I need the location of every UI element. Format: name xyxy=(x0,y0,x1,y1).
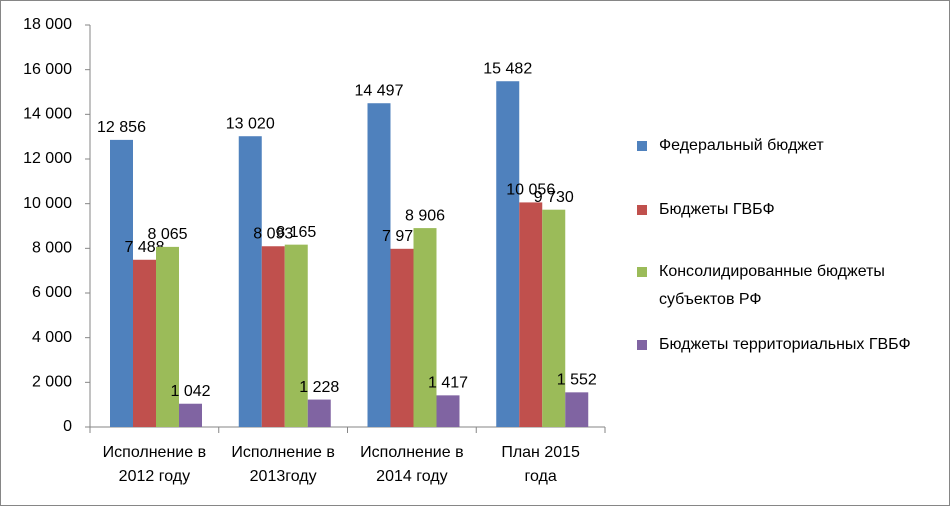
x-tick-label: План 2015 года xyxy=(501,444,580,485)
data-label: 7 979 xyxy=(382,228,422,245)
data-label: 1 552 xyxy=(557,372,597,389)
x-tick-label: Исполнение в 2013году xyxy=(231,444,335,485)
bar xyxy=(519,202,543,427)
bar xyxy=(565,392,589,427)
legend-item: Бюджеты территориальных ГВБФ xyxy=(637,331,944,359)
bar xyxy=(307,399,331,427)
bar xyxy=(238,136,262,427)
y-tick-label: 16 000 xyxy=(23,61,72,78)
y-tick-label: 12 000 xyxy=(23,150,72,167)
data-label: 8 093 xyxy=(253,225,293,242)
x-tick-label: Исполнение в 2014 году xyxy=(360,444,464,485)
bar xyxy=(284,244,308,427)
legend-swatch xyxy=(637,340,647,350)
data-label: 13 020 xyxy=(226,115,275,132)
y-tick-label: 6 000 xyxy=(32,284,72,301)
legend-label: Бюджеты территориальных ГВБФ xyxy=(659,336,911,353)
data-label: 1 417 xyxy=(428,375,468,392)
legend-swatch xyxy=(637,205,647,215)
data-label: 14 497 xyxy=(355,82,404,99)
data-label: 8 906 xyxy=(405,207,445,224)
data-label: 12 856 xyxy=(97,119,146,136)
bar xyxy=(542,209,566,427)
bar xyxy=(179,403,202,427)
y-tick-label: 10 000 xyxy=(23,195,72,212)
data-label: 8 165 xyxy=(276,224,316,241)
bar xyxy=(156,246,179,427)
legend-label: Консолидированные бюджеты субъектов РФ xyxy=(659,263,885,308)
bar xyxy=(390,248,414,427)
legend-item: Консолидированные бюджеты субъектов РФ xyxy=(637,258,944,314)
bar xyxy=(413,228,437,427)
data-label: 7 488 xyxy=(124,239,164,256)
data-label: 1 042 xyxy=(170,383,210,400)
y-tick-label: 0 xyxy=(63,418,72,435)
data-label: 10 056 xyxy=(506,182,555,199)
y-tick-label: 8 000 xyxy=(32,240,72,257)
y-tick-label: 14 000 xyxy=(23,106,72,123)
bar xyxy=(496,81,520,427)
y-tick-label: 18 000 xyxy=(23,16,72,33)
legend-item: Бюджеты ГВБФ xyxy=(637,196,944,224)
bar xyxy=(133,259,156,427)
data-label: 15 482 xyxy=(483,60,532,77)
legend-swatch xyxy=(637,141,647,151)
y-tick-label: 4 000 xyxy=(32,329,72,346)
legend-item: Федеральный бюджет xyxy=(637,132,944,160)
bar xyxy=(367,103,391,427)
legend-label: Федеральный бюджет xyxy=(659,137,824,154)
legend-swatch xyxy=(637,267,647,277)
y-tick-label: 2 000 xyxy=(32,374,72,391)
legend-label: Бюджеты ГВБФ xyxy=(659,201,775,218)
data-label: 1 228 xyxy=(299,379,339,396)
bar xyxy=(436,395,460,427)
bar xyxy=(110,139,133,427)
data-label: 8 065 xyxy=(147,226,187,243)
x-tick-label: Исполнение в 2012 году xyxy=(102,444,207,485)
bar xyxy=(261,246,285,427)
data-label: 9 730 xyxy=(534,189,574,206)
